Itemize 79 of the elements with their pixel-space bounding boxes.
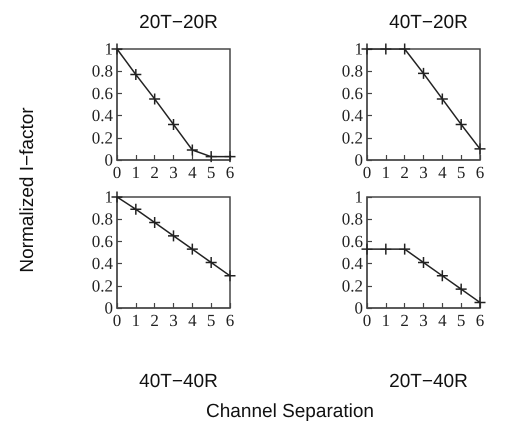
text: 40T−40R bbox=[139, 371, 218, 392]
point bbox=[474, 296, 486, 309]
x-tick-label: 4 bbox=[188, 311, 198, 330]
point bbox=[436, 92, 449, 106]
point bbox=[417, 256, 430, 269]
y-tick-label: 0.2 bbox=[92, 128, 113, 148]
x-tick-label: 1 bbox=[382, 311, 390, 330]
y-tick-label: 1 bbox=[104, 40, 113, 58]
point bbox=[224, 270, 236, 282]
x-tick-label: 4 bbox=[438, 163, 448, 182]
y-tick-label: 0.8 bbox=[342, 62, 363, 81]
y-tick-label: 1 bbox=[104, 188, 113, 206]
y-tick-label: 1 bbox=[354, 188, 363, 206]
point bbox=[398, 42, 411, 56]
point bbox=[148, 92, 161, 106]
x-tick-label: 6 bbox=[226, 311, 234, 330]
x-tick-label: 5 bbox=[456, 311, 466, 330]
x-tick-label: 4 bbox=[438, 311, 448, 330]
point bbox=[474, 142, 486, 156]
y-tick-label: 0.2 bbox=[342, 276, 363, 296]
x-tick-label: 4 bbox=[188, 163, 198, 182]
point bbox=[204, 256, 218, 269]
y-tick-label: 0.8 bbox=[342, 210, 363, 229]
y-tick-label: 0.2 bbox=[92, 276, 113, 296]
point bbox=[204, 150, 218, 163]
y-tick-label: 0.6 bbox=[342, 84, 363, 103]
x-tick-label: 5 bbox=[206, 163, 216, 182]
y-tick-label: 0.6 bbox=[92, 232, 113, 251]
x-tick-label: 1 bbox=[382, 163, 390, 182]
point bbox=[167, 118, 180, 131]
x-tick-label: 6 bbox=[226, 163, 234, 182]
y-tick-label: 0.4 bbox=[342, 106, 364, 126]
y-tick-label: 0.4 bbox=[342, 254, 364, 274]
point bbox=[454, 282, 468, 296]
x-tick-label: 2 bbox=[400, 163, 409, 182]
y-tick-label: 1 bbox=[354, 40, 363, 58]
point bbox=[167, 230, 180, 242]
y-axis-title: Normalized I−factor bbox=[17, 107, 39, 273]
point bbox=[130, 202, 142, 216]
x-tick-label: 5 bbox=[206, 311, 216, 330]
point bbox=[436, 270, 449, 282]
point bbox=[360, 242, 374, 256]
y-tick-label: 0.4 bbox=[92, 254, 114, 274]
point bbox=[130, 68, 142, 81]
x-tick-label: 1 bbox=[132, 311, 140, 330]
point bbox=[186, 144, 199, 156]
x-tick-label: 3 bbox=[419, 311, 428, 330]
y-tick-label: 0.2 bbox=[342, 128, 363, 148]
x-tick-label: 1 bbox=[132, 163, 140, 182]
x-axis-title: Channel Separation bbox=[206, 401, 374, 423]
y-tick-label: 0 bbox=[104, 298, 113, 318]
x-tick-label: 3 bbox=[169, 163, 178, 182]
point bbox=[417, 67, 430, 80]
y-tick-label: 0 bbox=[354, 298, 363, 318]
y-tick-label: 0.4 bbox=[92, 106, 114, 126]
y-tick-label: 0 bbox=[354, 150, 363, 170]
point bbox=[148, 216, 161, 229]
y-tick-label: 0 bbox=[104, 150, 113, 170]
x-tick-label: 2 bbox=[150, 163, 159, 182]
y-tick-label: 0.8 bbox=[92, 210, 113, 229]
point bbox=[224, 150, 236, 163]
point bbox=[380, 242, 392, 256]
chart-title: 40T−20R bbox=[389, 12, 468, 33]
chart-title: 20T−20R bbox=[139, 12, 218, 33]
point bbox=[398, 242, 411, 256]
x-tick-label: 3 bbox=[169, 311, 178, 330]
y-tick-label: 0.6 bbox=[92, 84, 113, 103]
x-tick-label: 2 bbox=[400, 311, 409, 330]
point bbox=[380, 42, 392, 56]
x-tick-label: 6 bbox=[476, 163, 484, 182]
x-tick-label: 3 bbox=[419, 163, 428, 182]
point bbox=[186, 242, 199, 256]
y-tick-label: 0.8 bbox=[92, 62, 113, 81]
x-tick-label: 5 bbox=[456, 163, 466, 182]
text: 20T−40R bbox=[389, 371, 468, 392]
point bbox=[454, 118, 468, 131]
x-tick-label: 6 bbox=[476, 311, 484, 330]
x-tick-label: 2 bbox=[150, 311, 159, 330]
y-tick-label: 0.6 bbox=[342, 232, 363, 251]
